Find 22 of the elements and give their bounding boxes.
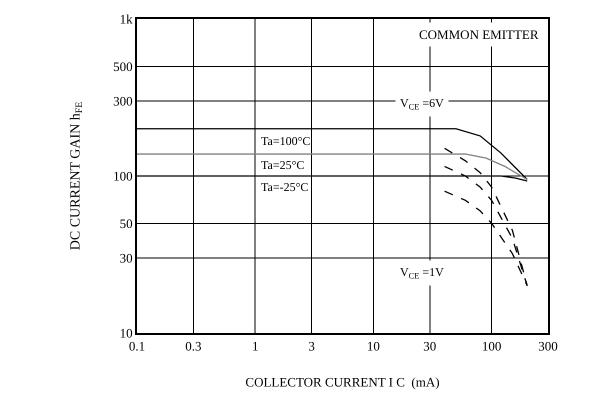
y-tick-label: 50 <box>120 216 133 231</box>
x-tick-label: 30 <box>423 338 436 354</box>
x-tick-label: 3 <box>308 338 315 354</box>
x-tick-label: 300 <box>538 338 558 354</box>
annotation: V$_{CE}$ =6V <box>400 96 444 112</box>
y-tick-label: 300 <box>113 94 133 109</box>
x-axis-title: COLLECTOR CURRENT I C (mA) <box>245 374 440 390</box>
x-tick-label: 100 <box>482 338 502 354</box>
x-tick-label: 0.1 <box>128 338 146 354</box>
annotation: COMMON EMITTER <box>419 27 539 42</box>
y-tick-label: 100 <box>113 168 133 184</box>
y-tick-label: 10 <box>120 326 133 341</box>
x-tick-label: 1 <box>252 338 258 354</box>
annotation: Ta=100°C <box>261 134 310 148</box>
y-tick-label: 1k <box>120 12 134 27</box>
x-tick-label: 10 <box>366 338 380 354</box>
y-tick-label: 500 <box>113 58 133 74</box>
annotation: Ta=-25°C <box>261 180 308 194</box>
x-tick-label: 0.3 <box>185 338 202 354</box>
annotation: V$_{CE}$ =1V <box>400 265 444 281</box>
y-tick-label: 30 <box>120 250 133 266</box>
annotation: Ta=25°C <box>261 158 304 172</box>
